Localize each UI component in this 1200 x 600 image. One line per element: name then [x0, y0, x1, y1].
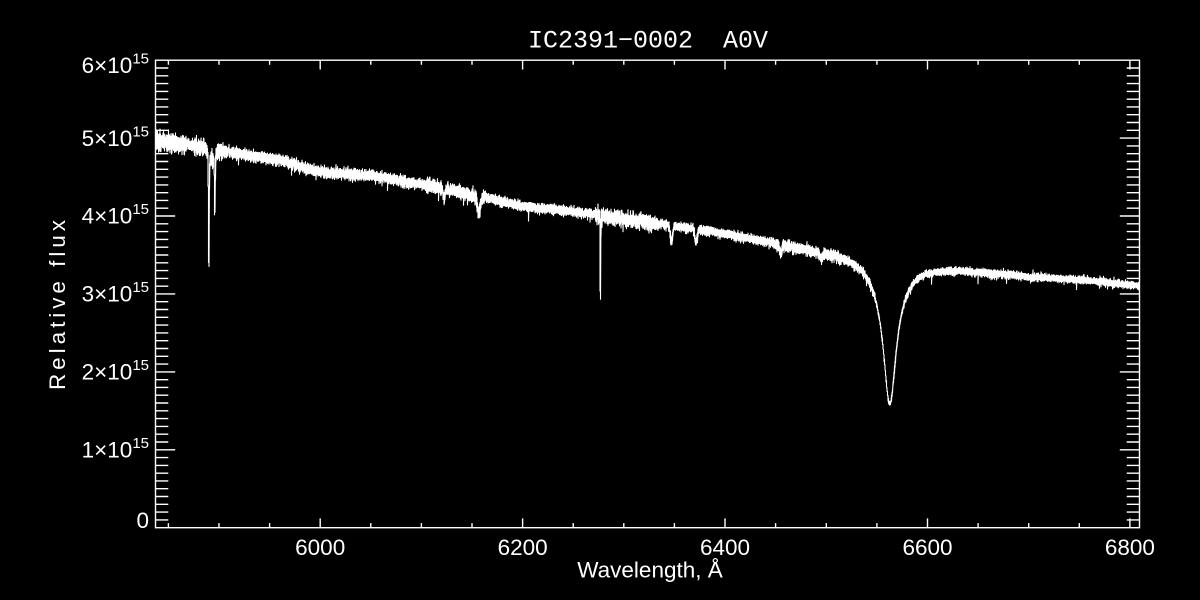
svg-text:6800: 6800 — [1105, 535, 1155, 560]
svg-text:6600: 6600 — [902, 535, 952, 560]
svg-text:6000: 6000 — [295, 535, 345, 560]
svg-text:6400: 6400 — [700, 535, 750, 560]
svg-text:IC2391−0002 A0V: IC2391−0002 A0V — [528, 27, 768, 56]
svg-text:Wavelength, Å: Wavelength, Å — [577, 558, 723, 583]
svg-text:0: 0 — [136, 508, 149, 533]
svg-text:6200: 6200 — [498, 535, 548, 560]
svg-text:Relative flux: Relative flux — [45, 219, 70, 390]
